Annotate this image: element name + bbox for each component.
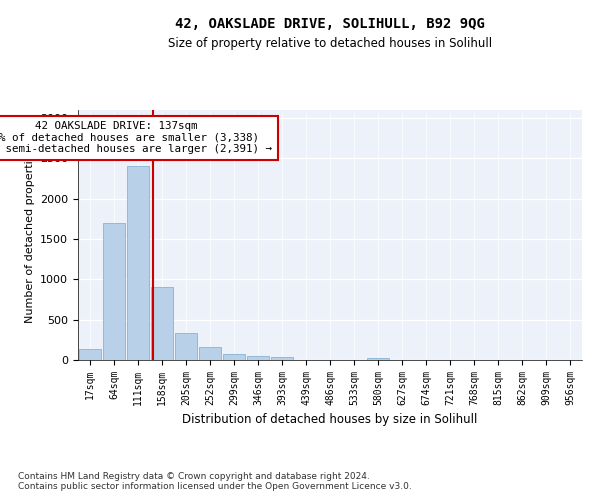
Text: Contains HM Land Registry data © Crown copyright and database right 2024.: Contains HM Land Registry data © Crown c… xyxy=(18,472,370,481)
Y-axis label: Number of detached properties: Number of detached properties xyxy=(25,148,35,322)
Bar xyxy=(199,347,221,360)
Text: Size of property relative to detached houses in Solihull: Size of property relative to detached ho… xyxy=(168,38,492,51)
Bar xyxy=(127,166,149,360)
Bar xyxy=(247,356,269,360)
Bar xyxy=(223,354,245,360)
Text: 42 OAKSLADE DRIVE: 137sqm
← 58% of detached houses are smaller (3,338)
41% of se: 42 OAKSLADE DRIVE: 137sqm ← 58% of detac… xyxy=(0,122,272,154)
X-axis label: Distribution of detached houses by size in Solihull: Distribution of detached houses by size … xyxy=(182,414,478,426)
Text: Contains public sector information licensed under the Open Government Licence v3: Contains public sector information licen… xyxy=(18,482,412,491)
Bar xyxy=(175,332,197,360)
Text: 42, OAKSLADE DRIVE, SOLIHULL, B92 9QG: 42, OAKSLADE DRIVE, SOLIHULL, B92 9QG xyxy=(175,18,485,32)
Bar xyxy=(79,348,101,360)
Bar xyxy=(367,358,389,360)
Bar xyxy=(271,357,293,360)
Bar xyxy=(151,286,173,360)
Bar xyxy=(103,223,125,360)
